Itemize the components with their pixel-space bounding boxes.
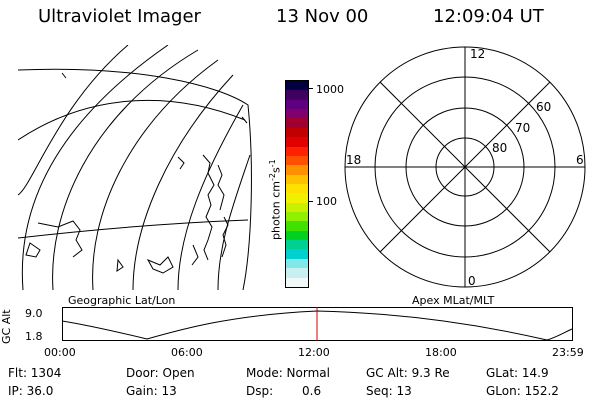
mode-info: Mode: Normal xyxy=(246,366,330,380)
colorbar-segment xyxy=(286,155,308,166)
colorbar-segment xyxy=(286,230,308,241)
colorbar-segment xyxy=(286,118,308,128)
time-label: 12:09:04 UT xyxy=(433,6,544,27)
mlt-label-18: 18 xyxy=(346,153,361,167)
instrument-title: Ultraviolet Imager xyxy=(38,6,201,27)
mlt-label-12: 12 xyxy=(470,47,485,61)
door-info: Door: Open xyxy=(126,366,195,380)
apex-label: Apex MLat/MLT xyxy=(412,294,495,307)
mlt-label-6: 6 xyxy=(576,153,584,167)
colorbar-segment xyxy=(286,240,308,250)
coastline xyxy=(116,258,124,272)
colorbar-segment xyxy=(286,277,308,287)
dsp-label: Dsp: xyxy=(246,384,274,398)
colorbar-segment xyxy=(286,183,308,194)
glon-info: GLon: 152.2 xyxy=(486,384,559,398)
polar-plot: 12 18 6 0 60 70 80 xyxy=(344,46,586,288)
colorbar-tick-mark xyxy=(308,201,313,202)
altitude-y-top: 9.0 xyxy=(25,307,43,320)
x-tick-0000: 00:00 xyxy=(44,346,76,359)
colorbar-segment xyxy=(286,202,308,213)
flight-info: Flt: 1304 xyxy=(8,366,62,380)
coastline xyxy=(241,116,248,124)
coastline xyxy=(177,156,185,170)
colorbar-segment xyxy=(286,258,308,269)
x-tick-0600: 06:00 xyxy=(171,346,203,359)
coastline xyxy=(202,154,215,261)
lat-label-60: 60 xyxy=(536,100,551,114)
x-tick-1800: 18:00 xyxy=(425,346,457,359)
coastline xyxy=(221,216,229,258)
geographic-map-panel xyxy=(18,45,252,290)
colorbar-segment xyxy=(286,249,308,259)
meridian-line xyxy=(217,154,251,290)
glat-info: GLat: 14.9 xyxy=(486,366,549,380)
colorbar-segment xyxy=(286,193,308,203)
meridian-line xyxy=(52,49,199,290)
colorbar-segment xyxy=(286,212,308,222)
colorbar-segment xyxy=(286,165,308,175)
latitude-line xyxy=(18,99,246,141)
meridian-line xyxy=(92,59,219,290)
altitude-y-bottom: 1.8 xyxy=(25,330,43,343)
colorbar-tick-100: 100 xyxy=(316,195,337,208)
colorbar-segment xyxy=(286,127,308,138)
colorbar-segment xyxy=(286,137,308,147)
coastline xyxy=(61,72,67,79)
meridian-line xyxy=(18,45,129,196)
coastline xyxy=(25,242,41,258)
meridian-line xyxy=(132,74,234,290)
mlt-line-diag xyxy=(379,81,551,253)
colorbar-tick-1000: 1000 xyxy=(316,83,344,96)
colorbar-tick-mark xyxy=(308,88,313,89)
colorbar xyxy=(285,80,309,288)
geographic-label: Geographic Lat/Lon xyxy=(68,294,176,307)
gc-alt-info: GC Alt: 9.3 Re xyxy=(366,366,450,380)
colorbar-segment xyxy=(286,146,308,156)
coastline xyxy=(37,220,83,258)
colorbar-segment xyxy=(286,109,308,119)
colorbar-segment xyxy=(286,81,308,91)
dsp-value: 0.6 xyxy=(302,384,322,398)
colorbar-unit-label: photon cm-2s-1 xyxy=(268,159,283,240)
lat-label-70: 70 xyxy=(515,121,530,135)
meridian-line xyxy=(177,104,244,290)
colorbar-segment xyxy=(286,221,308,231)
date-label: 13 Nov 00 xyxy=(276,6,369,27)
x-tick-1200: 12:00 xyxy=(298,346,330,359)
meridian-line xyxy=(21,45,169,290)
coastline xyxy=(191,244,199,266)
latitude-line xyxy=(18,219,249,239)
coastline xyxy=(217,164,225,211)
gain-info: Gain: 13 xyxy=(126,384,177,398)
altitude-plot xyxy=(62,307,573,341)
globe-limb xyxy=(18,68,252,290)
altitude-axis-label: GC Alt xyxy=(0,309,13,344)
mlt-label-0: 0 xyxy=(468,274,476,288)
colorbar-segment xyxy=(286,174,308,184)
colorbar-segment xyxy=(286,268,308,278)
ip-info: IP: 36.0 xyxy=(8,384,54,398)
x-tick-2359: 23:59 xyxy=(552,346,584,359)
coastline xyxy=(146,256,174,274)
colorbar-segment xyxy=(286,90,308,100)
seq-info: Seq: 13 xyxy=(366,384,412,398)
coastline-group xyxy=(25,72,248,274)
colorbar-segment xyxy=(286,99,308,110)
lat-label-80: 80 xyxy=(492,141,507,155)
